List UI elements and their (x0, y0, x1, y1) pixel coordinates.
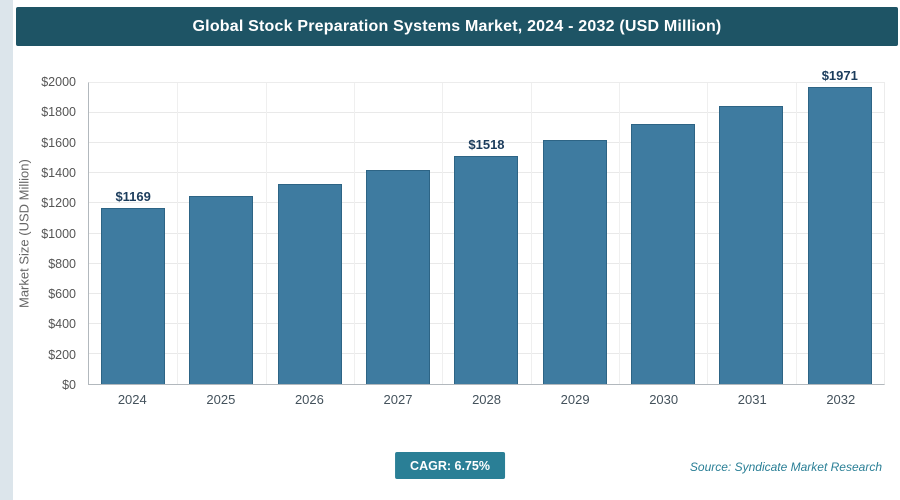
y-tick-label: $2000 (41, 75, 76, 89)
gridline-vertical (177, 83, 179, 384)
bar-2028[interactable] (454, 155, 519, 384)
y-tick-label: $800 (48, 256, 76, 271)
bar-column (354, 83, 442, 384)
gridline-horizontal (89, 142, 884, 144)
gridline-vertical (530, 83, 532, 384)
y-axis-title: Market Size (USD Million) (16, 159, 32, 308)
left-decor-strip (0, 0, 13, 500)
bar-value-label: $1518 (468, 136, 505, 152)
x-tick-label: 2026 (294, 392, 324, 407)
gridline-vertical (795, 83, 797, 384)
bar-2030[interactable] (631, 123, 696, 384)
bar-column: $1971 (796, 68, 884, 384)
y-axis-ticks: $0 $200 $400 $600 $800 $1000 $1200 $1400 $1600 $1… (34, 75, 82, 392)
cagr-label: CAGR: 6.75% (410, 458, 490, 473)
gridline-vertical (618, 83, 620, 384)
x-tick-label: 2027 (383, 392, 413, 407)
x-tick-label: 2030 (649, 392, 679, 407)
y-tick-label: $1400 (41, 165, 76, 180)
plot-area: $1169 $1518 $1971 (88, 68, 885, 385)
bar-column (531, 83, 619, 384)
bar-column (177, 83, 265, 384)
x-tick-label: 2032 (826, 392, 856, 407)
x-tick-label: 2025 (206, 392, 236, 407)
cagr-badge: CAGR: 6.75% (395, 452, 505, 479)
chart-title: Global Stock Preparation Systems Market,… (192, 17, 722, 35)
bar-column (619, 83, 707, 384)
y-tick-label: $600 (48, 287, 76, 302)
bar-2029[interactable] (542, 140, 607, 384)
y-tick-label: $200 (48, 347, 76, 362)
gridline-vertical (265, 83, 267, 384)
bar-2032[interactable] (807, 87, 872, 384)
bars-container: $1169 $1518 $1971 (89, 68, 884, 384)
gridline-vertical (442, 83, 444, 384)
x-tick-label: 2029 (560, 392, 590, 407)
gridline-vertical (707, 83, 709, 384)
x-axis-ticks: 2024 2025 2026 2027 2028 2029 2030 2031 2032 (88, 392, 885, 407)
y-tick-label: $1000 (41, 226, 76, 241)
bar-2031[interactable] (719, 106, 784, 384)
bar-value-label: $1971 (821, 68, 858, 84)
bar-value-label: $1169 (115, 189, 151, 205)
y-tick-label: $0 (62, 378, 76, 392)
y-tick-label: $400 (48, 317, 76, 332)
source-text: Source: Syndicate Market Research (689, 460, 882, 474)
bar-column (266, 83, 354, 384)
x-tick-label: 2028 (472, 392, 501, 407)
bar-2027[interactable] (366, 170, 431, 384)
x-tick-label: 2031 (737, 392, 767, 407)
bar-2025[interactable] (189, 196, 254, 384)
gridline-horizontal (89, 112, 884, 114)
y-tick-label: $1600 (41, 135, 76, 150)
bar-2024[interactable] (101, 208, 166, 384)
y-tick-label: $1200 (41, 196, 76, 211)
y-tick-label: $1800 (41, 105, 76, 120)
chart-header: Global Stock Preparation Systems Market,… (16, 7, 898, 46)
bar-column: $1169 (89, 83, 177, 384)
bar-column: $1518 (442, 83, 530, 384)
gridline-vertical (353, 83, 355, 384)
bar-column (707, 83, 795, 384)
x-tick-label: 2024 (117, 392, 147, 407)
bar-2026[interactable] (277, 183, 342, 384)
